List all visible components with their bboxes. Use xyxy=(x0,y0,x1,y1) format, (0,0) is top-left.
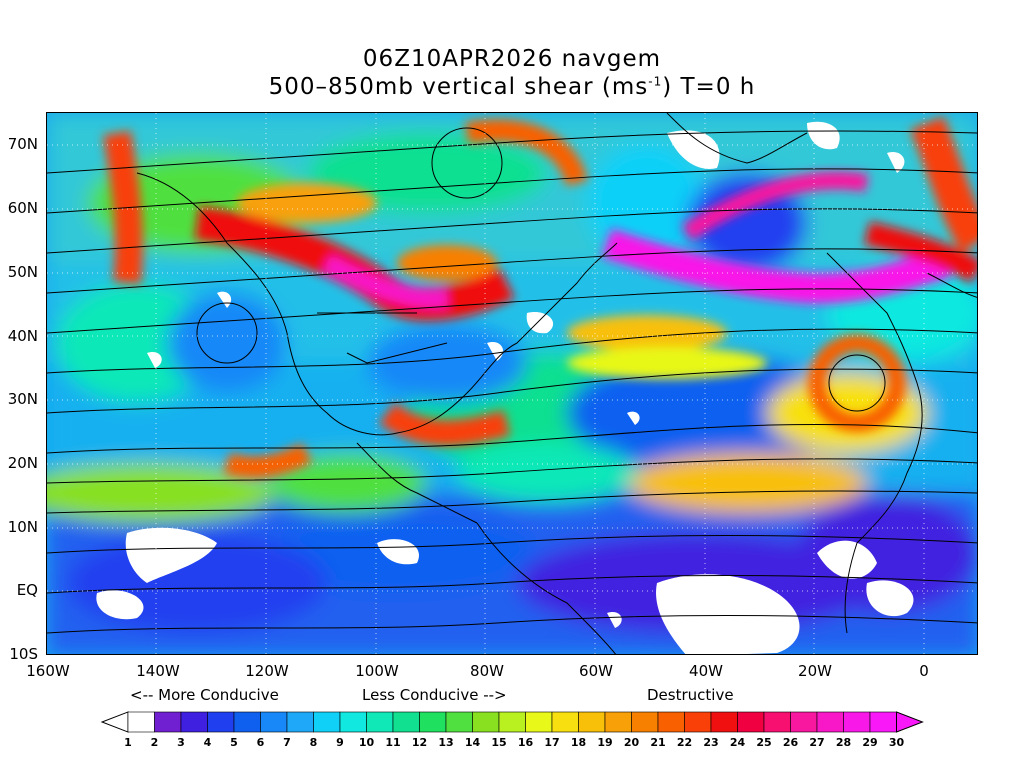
colorbar-box xyxy=(737,711,765,733)
colorbar-tick-label: 15 xyxy=(491,736,506,749)
colorbar-box xyxy=(657,711,685,733)
colorbar-box xyxy=(498,711,526,733)
colorbar-tick-label: 5 xyxy=(230,736,238,749)
lon-label-160w: 160W xyxy=(26,662,70,680)
colorbar-tick-label: 25 xyxy=(756,736,771,749)
colorbar-box xyxy=(445,711,473,733)
colorbar-box xyxy=(127,711,155,733)
colorbar-tick-label: 12 xyxy=(412,736,427,749)
lat-lon-grid xyxy=(47,113,977,654)
colorbar-box xyxy=(366,711,394,733)
lon-label-120w: 120W xyxy=(245,662,289,680)
colorbar-box xyxy=(604,711,632,733)
lat-label-30n: 30N xyxy=(7,390,38,408)
colorbar-tick-label: 8 xyxy=(310,736,318,749)
colorbar-box xyxy=(392,711,420,733)
lat-label-50n: 50N xyxy=(7,263,38,281)
colorbar-box xyxy=(578,711,606,733)
lat-label-10s: 10S xyxy=(9,645,38,663)
colorbar-tick-label: 4 xyxy=(204,736,212,749)
colorbar-tick-label: 14 xyxy=(465,736,481,749)
colorbar-tick-label: 22 xyxy=(677,736,692,749)
colorbar-tick-label: 7 xyxy=(283,736,291,749)
colorbar-tick-label: 13 xyxy=(438,736,453,749)
colorbar-box xyxy=(180,711,208,733)
colorbar-labels: 1 2 3 4 5 6 7 8 9 10 11 12 13 14 15 16 17 18 19 20 21 22 23 24 2… xyxy=(124,736,904,749)
lat-label-60n: 60N xyxy=(7,199,38,217)
lon-label-100w: 100W xyxy=(355,662,399,680)
lon-label-20w: 20W xyxy=(798,662,832,680)
lon-label-140w: 140W xyxy=(136,662,180,680)
chart-subtitle: 500–850mb vertical shear (ms-1) T=0 h xyxy=(0,74,1024,100)
colorbar-tick-label: 20 xyxy=(624,736,640,749)
lat-label-70n: 70N xyxy=(7,135,38,153)
conduciveness-legend: <-- More Conducive Less Conducive --> De… xyxy=(0,686,1024,706)
colorbar-box xyxy=(233,711,261,733)
less-conducive-label: Less Conducive --> xyxy=(362,686,507,704)
shear-map xyxy=(46,112,978,655)
colorbar-box xyxy=(525,711,553,733)
lat-label-eq: EQ xyxy=(16,581,38,599)
colorbar-under-arrow xyxy=(100,711,129,733)
subtitle-suffix: ) T=0 h xyxy=(662,74,756,100)
colorbar-box xyxy=(207,711,235,733)
colorbar-box xyxy=(631,711,659,733)
colorbar-tick-label: 23 xyxy=(703,736,718,749)
lon-label-40w: 40W xyxy=(689,662,723,680)
colorbar-box xyxy=(472,711,500,733)
more-conducive-label: <-- More Conducive xyxy=(130,686,279,704)
colorbar-tick-label: 6 xyxy=(257,736,265,749)
lon-label-0: 0 xyxy=(919,662,929,680)
colorbar-tick-label: 19 xyxy=(597,736,612,749)
colorbar-tick-label: 29 xyxy=(862,736,877,749)
colorbar-over-arrow xyxy=(896,711,924,733)
colorbar-box xyxy=(843,711,871,733)
lat-label-10n: 10N xyxy=(7,518,38,536)
low-shear-patches xyxy=(96,121,914,654)
colorbar-box xyxy=(869,711,897,733)
colorbar-tick-label: 24 xyxy=(730,736,746,749)
colorbar-box xyxy=(684,711,712,733)
colorbar-box xyxy=(551,711,579,733)
colorbar-tick-label: 26 xyxy=(783,736,799,749)
colorbar-box xyxy=(790,711,818,733)
colorbar-tick-label: 17 xyxy=(544,736,559,749)
lat-label-20n: 20N xyxy=(7,454,38,472)
colorbar-tick-label: 11 xyxy=(385,736,400,749)
colorbar-tick-label: 3 xyxy=(177,736,185,749)
lon-label-60w: 60W xyxy=(579,662,613,680)
colorbar-tick-label: 1 xyxy=(124,736,132,749)
colorbar-box xyxy=(763,711,791,733)
subtitle-superscript: -1 xyxy=(648,74,663,89)
shear-jet-bands xyxy=(103,116,977,479)
colorbar-tick-label: 28 xyxy=(836,736,851,749)
colorbar-box xyxy=(313,711,341,733)
colorbar-boxes xyxy=(100,711,924,733)
subtitle-prefix: 500–850mb vertical shear (ms xyxy=(268,74,649,100)
colorbar-tick-label: 18 xyxy=(571,736,586,749)
colorbar-tick-label: 30 xyxy=(889,736,905,749)
colorbar: 1 2 3 4 5 6 7 8 9 10 11 12 13 14 15 16 17 18 19 20 21 22 23 24 2… xyxy=(100,711,924,749)
lat-label-40n: 40N xyxy=(7,327,38,345)
destructive-label: Destructive xyxy=(647,686,734,704)
chart-title: 06Z10APR2026 navgem xyxy=(362,46,662,72)
colorbar-tick-label: 16 xyxy=(518,736,534,749)
colorbar-box xyxy=(154,711,182,733)
coastlines xyxy=(136,113,977,654)
colorbar-box xyxy=(286,711,314,733)
colorbar-tick-label: 10 xyxy=(359,736,375,749)
colorbar-box xyxy=(260,711,288,733)
shear-field-svg xyxy=(47,113,977,654)
lon-label-80w: 80W xyxy=(470,662,504,680)
colorbar-tick-label: 9 xyxy=(336,736,344,749)
colorbar-tick-label: 21 xyxy=(650,736,665,749)
colorbar-box xyxy=(419,711,447,733)
colorbar-tick-label: 2 xyxy=(151,736,159,749)
colorbar-box xyxy=(710,711,738,733)
colorbar-box xyxy=(816,711,844,733)
colorbar-box xyxy=(339,711,367,733)
colorbar-tick-label: 27 xyxy=(809,736,824,749)
